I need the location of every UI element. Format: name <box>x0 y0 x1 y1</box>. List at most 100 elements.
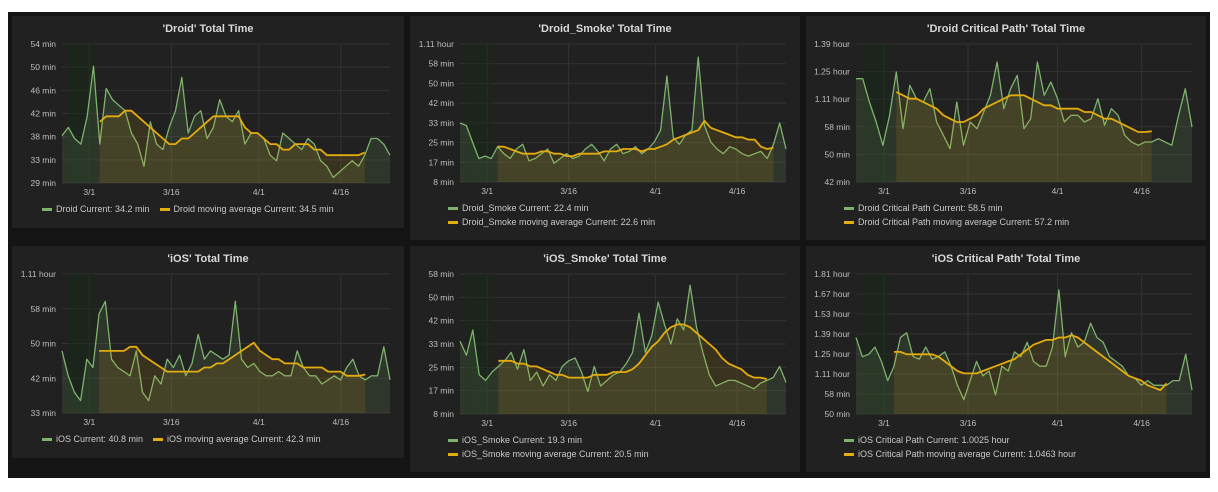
legend-item[interactable]: iOS_Smoke moving average Current: 20.5 m… <box>448 447 649 461</box>
y-tick-label: 42 min <box>30 109 56 119</box>
moving-average-line <box>99 109 366 157</box>
series-area <box>62 66 390 183</box>
legend: iOS Critical Path Current: 1.0025 hour iO… <box>844 433 1086 461</box>
dashboard: 'Droid' Total Time 54 min 50 min 46 min 42 m… <box>8 12 1210 478</box>
x-tick-label: 4/16 <box>1133 418 1150 428</box>
legend-item[interactable]: iOS Current: 40.8 min <box>42 432 143 446</box>
y-tick-label: 50 min <box>428 78 454 88</box>
chart-title: 'iOS Critical Path' Total Time <box>931 253 1081 265</box>
baseline-region <box>67 274 95 413</box>
y-tick-label: 58 min <box>824 389 850 399</box>
y-tick-label: 33 min <box>30 155 56 165</box>
x-tick-label: 3/16 <box>163 417 180 427</box>
y-tick-label: 1.81 hour <box>814 269 850 279</box>
legend-item[interactable]: Droid Current: 34.2 min <box>42 202 150 216</box>
legend: iOS_Smoke Current: 19.3 min iOS_Smoke mov… <box>448 433 659 461</box>
panel-ios-smoke[interactable]: 'iOS_Smoke' Total Time 58 min 50 min 42 min… <box>410 246 800 472</box>
panel-ios-critical-path[interactable]: 'iOS Critical Path' Total Time 1.81 hour 1… <box>806 246 1206 472</box>
legend: Droid Critical Path Current: 58.5 min Dro… <box>844 201 1079 229</box>
y-tick-label: 58 min <box>428 269 454 279</box>
series-line <box>459 56 787 164</box>
y-tick-label: 50 min <box>824 409 850 419</box>
chart-title: 'Droid_Smoke' Total Time <box>538 23 672 35</box>
legend-swatch <box>42 208 52 212</box>
y-tick-label: 58 min <box>428 59 454 69</box>
y-tick-label: 1.11 hour <box>419 39 454 49</box>
legend-label: iOS Current: 40.8 min <box>56 434 144 444</box>
legend-label: iOS_Smoke moving average Current: 20.5 m… <box>462 449 649 459</box>
chart-title: 'Droid' Total Time <box>162 23 254 35</box>
series-area <box>856 62 1192 182</box>
legend-label: iOS moving average Current: 42.3 min <box>167 434 321 444</box>
y-tick-label: 1.67 hour <box>814 289 850 299</box>
moving-average-line <box>99 341 366 377</box>
chart-plot: 58 min 50 min 42 min 33 min 25 min 17 min 8 mi… <box>428 269 787 428</box>
x-tick-label: 4/16 <box>729 418 746 428</box>
x-tick-label: 4/1 <box>650 418 662 428</box>
y-tick-label: 1.11 hour <box>815 94 850 104</box>
panel-droid-smoke[interactable]: 'Droid_Smoke' Total Time 1.11 hour 58 min 5… <box>410 16 800 240</box>
legend-label: Droid Critical Path moving average Curre… <box>858 217 1070 227</box>
y-tick-label: 1.11 hour <box>815 369 850 379</box>
x-tick-label: 3/1 <box>481 186 493 196</box>
baseline-region <box>465 274 493 414</box>
chart-title: 'Droid Critical Path' Total Time <box>926 23 1086 35</box>
y-tick-label: 1.53 hour <box>814 309 850 319</box>
x-tick-label: 4/16 <box>333 417 350 427</box>
legend-label: Droid moving average Current: 34.5 min <box>173 204 334 214</box>
series-area <box>460 57 786 183</box>
panel-droid[interactable]: 'Droid' Total Time 54 min 50 min 46 min 42 m… <box>12 16 404 228</box>
legend-item[interactable]: Droid_Smoke Current: 22.4 min <box>448 201 655 215</box>
x-tick-label: 3/16 <box>960 186 977 196</box>
legend-item[interactable]: Droid moving average Current: 34.5 min <box>159 202 334 216</box>
x-tick-label: 3/1 <box>83 417 95 427</box>
legend-label: iOS Critical Path Current: 1.0025 hour <box>858 435 1010 445</box>
legend-item[interactable]: iOS moving average Current: 42.3 min <box>153 432 321 446</box>
legend-label: iOS Critical Path moving average Current… <box>858 449 1077 459</box>
chart-plot: 54 min 50 min 46 min 42 min 38 min 33 min 29 m… <box>30 39 391 197</box>
legend-swatch <box>42 438 52 442</box>
y-tick-label: 42 min <box>824 177 850 187</box>
legend-label: Droid Critical Path Current: 58.5 min <box>858 203 1003 213</box>
y-tick-label: 25 min <box>428 138 454 148</box>
y-tick-label: 17 min <box>428 386 454 396</box>
series-area <box>99 110 365 183</box>
y-tick-label: 1.11 hour <box>21 269 56 279</box>
chart-plot: 1.81 hour 1.67 hour 1.53 hour 1.39 hour 1.25… <box>814 269 1193 428</box>
x-tick-label: 3/1 <box>878 418 890 428</box>
legend-item[interactable]: iOS Critical Path moving average Current… <box>844 447 1076 461</box>
legend-label: iOS_Smoke Current: 19.3 min <box>462 435 583 445</box>
panel-ios[interactable]: 'iOS' Total Time 1.11 hour 58 min 50 min 42 … <box>12 246 404 458</box>
legend-swatch <box>448 453 458 457</box>
x-tick-label: 4/1 <box>1052 418 1064 428</box>
y-tick-label: 17 min <box>428 157 454 167</box>
x-tick-label: 4/1 <box>650 186 662 196</box>
series-area <box>460 285 786 414</box>
legend-swatch <box>448 207 458 211</box>
y-tick-label: 42 min <box>30 373 56 383</box>
series-area <box>62 301 390 413</box>
legend-swatch <box>448 221 458 225</box>
legend-swatch <box>159 208 170 212</box>
legend: iOS Current: 40.8 min iOS moving average … <box>42 432 331 446</box>
series-area <box>894 335 1167 414</box>
legend-item[interactable]: Droid Critical Path Current: 58.5 min <box>844 201 1069 215</box>
legend-item[interactable]: Droid_Smoke moving average Current: 22.6… <box>448 215 655 229</box>
panel-droid-critical-path[interactable]: 'Droid Critical Path' Total Time 1.39 hou… <box>806 16 1206 240</box>
series-area <box>99 342 366 413</box>
moving-average-line <box>497 119 774 157</box>
y-tick-label: 38 min <box>30 132 56 142</box>
x-tick-label: 4/1 <box>1052 186 1064 196</box>
y-tick-label: 29 min <box>30 178 56 188</box>
legend-item[interactable]: iOS_Smoke Current: 19.3 min <box>448 433 649 447</box>
legend-item[interactable]: Droid Critical Path moving average Curre… <box>844 215 1069 229</box>
legend-item[interactable]: iOS Critical Path Current: 1.0025 hour <box>844 433 1076 447</box>
y-tick-label: 50 min <box>30 339 56 349</box>
moving-average-line <box>894 334 1168 391</box>
chart-title: 'iOS_Smoke' Total Time <box>543 253 667 265</box>
y-tick-label: 33 min <box>428 118 454 128</box>
y-tick-label: 8 min <box>433 409 454 419</box>
legend: Droid_Smoke Current: 22.4 min Droid_Smoke… <box>448 201 665 229</box>
x-tick-label: 3/16 <box>163 187 180 197</box>
y-tick-label: 25 min <box>428 362 454 372</box>
